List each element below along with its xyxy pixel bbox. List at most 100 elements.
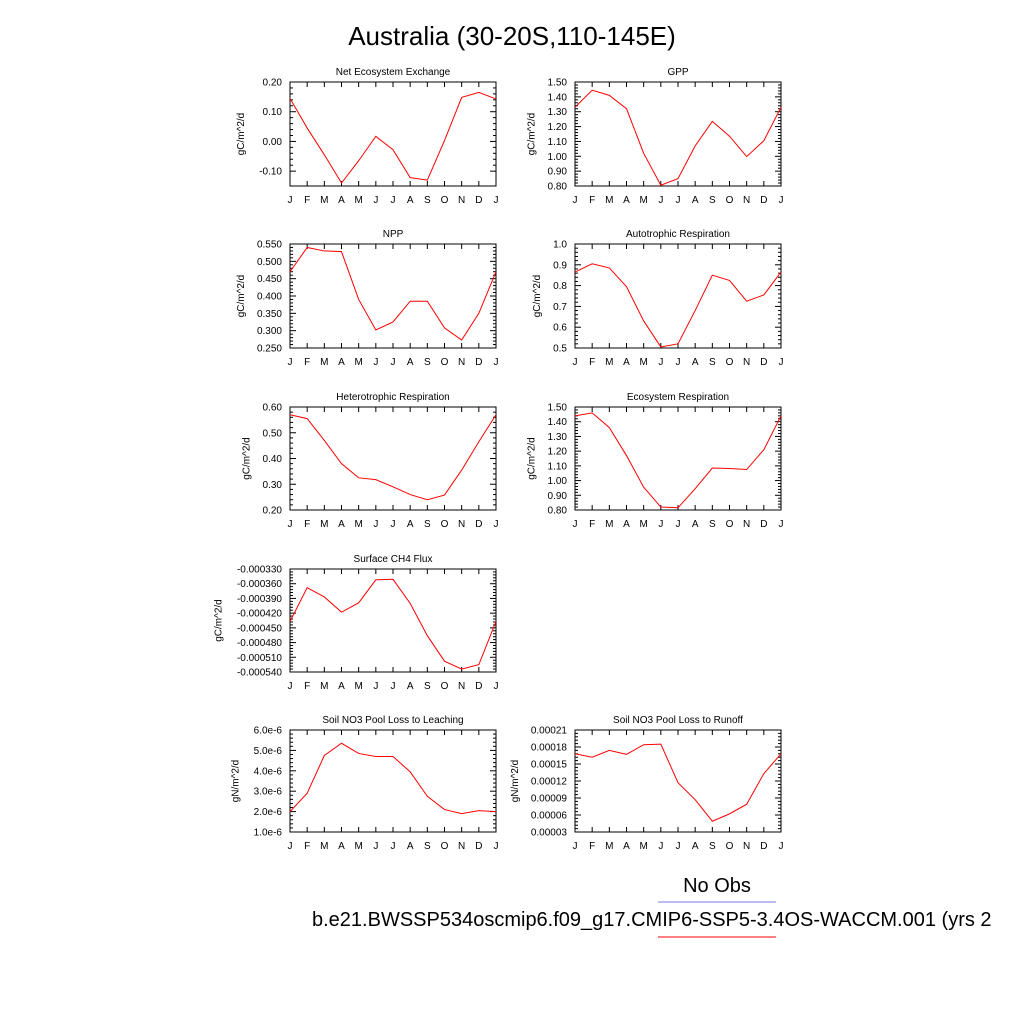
x-tick-label: J [391,195,396,206]
x-tick-label: F [304,519,310,530]
x-tick-label: J [288,195,293,206]
y-axis-label: gC/m^2/d [236,113,247,156]
x-tick-label: D [760,195,767,206]
y-tick-label: 5.0e-6 [254,746,283,757]
x-tick-label: N [458,681,465,692]
x-tick-label: D [475,195,482,206]
x-tick-label: F [589,357,595,368]
x-tick-label: J [373,681,378,692]
x-tick-label: O [441,519,449,530]
series-line [289,246,497,341]
x-tick-label: M [320,841,328,852]
y-tick-label: 1.20 [548,447,568,458]
y-tick-label: 0.00006 [531,811,568,822]
x-tick-label: S [424,519,431,530]
y-tick-label: 0.00003 [531,828,568,839]
x-tick-label: J [391,681,396,692]
x-tick-label: N [458,841,465,852]
x-tick-label: N [743,195,750,206]
y-tick-label: 0.60 [263,403,283,414]
y-tick-label: 0.300 [257,326,282,337]
y-tick-label: 0.00015 [531,760,568,771]
x-tick-label: F [589,195,595,206]
x-tick-label: S [709,195,716,206]
x-tick-label: A [407,195,414,206]
y-tick-label: 3.0e-6 [254,787,283,798]
x-tick-label: D [475,519,482,530]
x-tick-label: A [407,519,414,530]
y-tick-label: -0.000450 [237,623,282,634]
x-tick-label: J [676,841,681,852]
series-line [574,89,782,186]
y-tick-label: 1.00 [548,476,568,487]
plot-frame [289,406,497,511]
y-tick-label: 1.0e-6 [254,828,283,839]
x-tick-label: F [304,195,310,206]
x-tick-label: M [639,357,647,368]
y-tick-label: 0.80 [548,506,568,517]
plot-frame [574,81,782,187]
x-tick-label: J [391,519,396,530]
x-tick-label: J [573,195,578,206]
y-tick-label: 1.50 [548,78,568,89]
x-tick-label: S [709,519,716,530]
x-tick-label: A [338,519,345,530]
x-tick-label: S [709,841,716,852]
x-tick-label: J [494,681,499,692]
x-tick-label: D [475,841,482,852]
x-tick-label: M [605,357,613,368]
y-tick-label: -0.000390 [237,594,282,605]
x-tick-label: M [605,195,613,206]
x-tick-label: O [441,681,449,692]
x-tick-label: J [676,357,681,368]
y-axis-label: gC/m^2/d [242,437,253,480]
panel-title: Net Ecosystem Exchange [336,67,451,78]
panel-title: Heterotrophic Respiration [336,392,449,403]
x-tick-label: F [589,519,595,530]
panel-title: Surface CH4 Flux [354,554,433,565]
x-tick-label: A [692,195,699,206]
x-tick-label: M [320,681,328,692]
series-line [289,91,497,184]
x-tick-label: A [407,841,414,852]
x-tick-label: A [338,195,345,206]
x-tick-label: M [354,841,362,852]
y-tick-label: -0.000540 [237,668,282,679]
x-tick-label: D [475,357,482,368]
legend: No Obs b.e21.BWSSP534oscmip6.f09_g17.CMI… [312,875,992,938]
y-tick-label: 0.80 [548,182,568,193]
x-tick-label: J [494,841,499,852]
y-tick-label: 1.20 [548,122,568,133]
x-tick-label: O [726,519,734,530]
y-tick-label: 0.7 [553,302,567,313]
y-axis-label: gC/m^2/d [527,437,538,480]
series-line [574,263,782,348]
x-tick-label: J [779,519,784,530]
series-line [289,578,497,670]
x-tick-label: N [743,841,750,852]
series-line [574,743,782,822]
x-tick-label: M [605,841,613,852]
x-tick-label: M [639,841,647,852]
y-tick-label: 0.30 [263,480,283,491]
plot-frame [574,729,782,833]
x-tick-label: S [424,841,431,852]
y-tick-label: 1.50 [548,403,568,414]
x-tick-label: J [288,681,293,692]
x-tick-label: M [639,519,647,530]
x-tick-label: D [760,841,767,852]
y-tick-label: 0.9 [553,260,567,271]
y-tick-label: 0.250 [257,344,282,355]
x-tick-label: J [658,357,663,368]
x-tick-label: M [605,519,613,530]
legend-obs-label: No Obs [683,875,751,897]
x-tick-label: M [320,195,328,206]
y-axis-label: gN/m^2/d [230,760,241,803]
